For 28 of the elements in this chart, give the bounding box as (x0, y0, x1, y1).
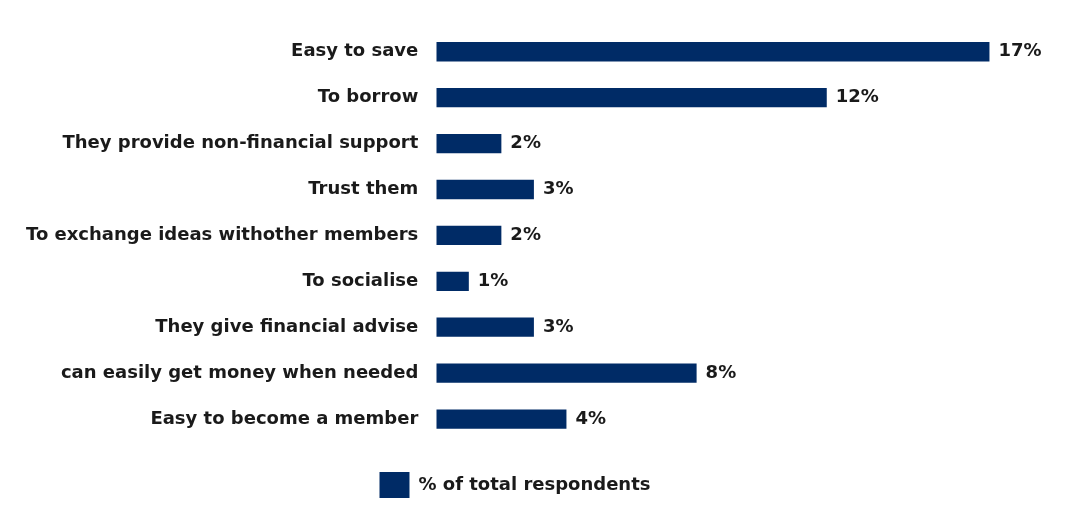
bar (436, 42, 990, 62)
data-label: 17% (998, 39, 1042, 61)
legend-label: % of total respondents (418, 472, 651, 494)
y-tick-label: Easy to save (291, 39, 419, 61)
bar (436, 271, 469, 291)
y-tick-label: To exchange ideas withother members (25, 223, 419, 245)
data-label: 3% (542, 314, 574, 336)
bar (436, 133, 502, 154)
y-tick-label: To borrow (317, 85, 419, 107)
data-label: 4% (575, 406, 607, 428)
bar (436, 409, 567, 429)
bar (436, 317, 534, 337)
data-label: 12% (835, 85, 879, 107)
data-label: 2% (510, 131, 541, 153)
bar (436, 179, 534, 200)
data-label: 3% (542, 177, 574, 199)
data-label: 1% (477, 268, 509, 290)
y-tick-label: Trust them (308, 177, 419, 199)
y-tick-label: They provide non-financial support (62, 131, 419, 153)
y-tick-label: can easily get money when needed (60, 360, 419, 382)
y-tick-label: Easy to become a member (150, 406, 419, 428)
data-label: 8% (705, 360, 737, 382)
bar (436, 363, 697, 383)
y-tick-label: They give financial advise (155, 314, 419, 336)
bar (436, 225, 502, 246)
y-tick-label: To socialise (302, 268, 419, 290)
bar (436, 88, 827, 108)
data-label: 2% (510, 223, 541, 245)
